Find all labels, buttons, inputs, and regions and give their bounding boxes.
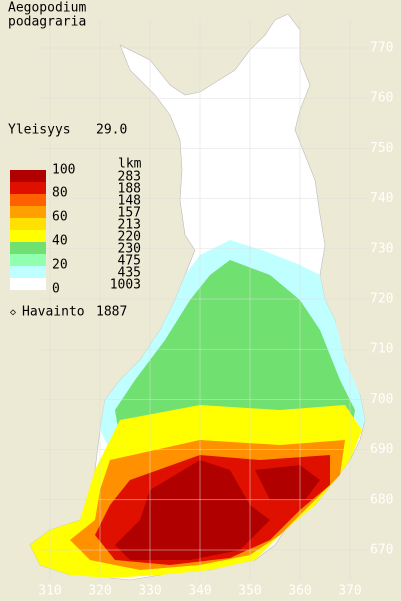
observations-value: 1887: [96, 305, 127, 320]
coordinate-labels: 770 760 750 740 730 720 710 700 690 680 670 310 320 3…: [38, 20, 393, 599]
legend-count: 213: [118, 218, 141, 233]
y-coordinate-label: 770: [370, 41, 393, 56]
legend-count: 435: [118, 266, 141, 281]
legend-header: lkm: [118, 157, 142, 172]
y-coordinate-label: 730: [370, 241, 393, 256]
x-coordinate-label: 320: [88, 584, 111, 599]
legend-swatch: [10, 218, 46, 230]
species-name: Aegopodium: [8, 1, 86, 16]
x-coordinate-label: 360: [288, 584, 311, 599]
zone-darkred: [115, 460, 270, 560]
x-coordinate-label: 330: [138, 584, 161, 599]
legend-count: 1003: [110, 278, 141, 293]
legend-swatch: [10, 206, 46, 218]
legend-level: 60: [52, 210, 68, 225]
y-coordinate-label: 710: [370, 342, 393, 357]
y-coordinate-label: 750: [370, 141, 393, 156]
y-coordinate-label: 700: [370, 392, 393, 407]
y-coordinate-label: 690: [370, 442, 393, 457]
x-coordinate-label: 350: [238, 584, 261, 599]
y-coordinate-label: 680: [370, 492, 393, 507]
legend-count: 220: [118, 230, 141, 245]
y-coordinate-label: 740: [370, 191, 393, 206]
legend-level: 100: [52, 163, 75, 178]
y-coordinate-label: 760: [370, 91, 393, 106]
frequency-label: Yleisyys: [8, 123, 71, 138]
legend-swatch: [10, 254, 46, 266]
legend-swatch: [10, 266, 46, 278]
legend-count: 283: [118, 170, 141, 185]
x-coordinate-label: 370: [338, 584, 361, 599]
x-coordinate-label: 340: [188, 584, 211, 599]
zone-green: [115, 260, 355, 455]
y-coordinate-label: 670: [370, 543, 393, 558]
legend: 100 80 60 40 20 0 lkm 283188148157213220…: [10, 157, 142, 297]
legend-swatch: [10, 194, 46, 206]
species-name: podagraria: [8, 15, 86, 30]
legend-swatch: [10, 182, 46, 194]
y-coordinate-label: 720: [370, 292, 393, 307]
frequency-value: 29.0: [96, 123, 127, 138]
legend-swatch: [10, 278, 46, 290]
legend-count: 148: [118, 194, 141, 209]
observation-marker: ◇: [10, 307, 16, 318]
zone-darkred: [255, 465, 320, 500]
legend-level: 20: [52, 258, 68, 273]
legend-count: 475: [118, 254, 141, 269]
legend-swatch: [10, 242, 46, 254]
legend-swatch: [10, 170, 46, 182]
observations-label: Havainto: [22, 305, 85, 320]
legend-level: 80: [52, 186, 68, 201]
legend-level: 0: [52, 282, 60, 297]
legend-count: 188: [118, 182, 141, 197]
x-coordinate-label: 310: [38, 584, 61, 599]
legend-count: 230: [118, 242, 141, 257]
legend-count: 157: [118, 206, 141, 221]
finland-map: [29, 13, 366, 581]
legend-swatch: [10, 230, 46, 242]
legend-level: 40: [52, 234, 68, 249]
